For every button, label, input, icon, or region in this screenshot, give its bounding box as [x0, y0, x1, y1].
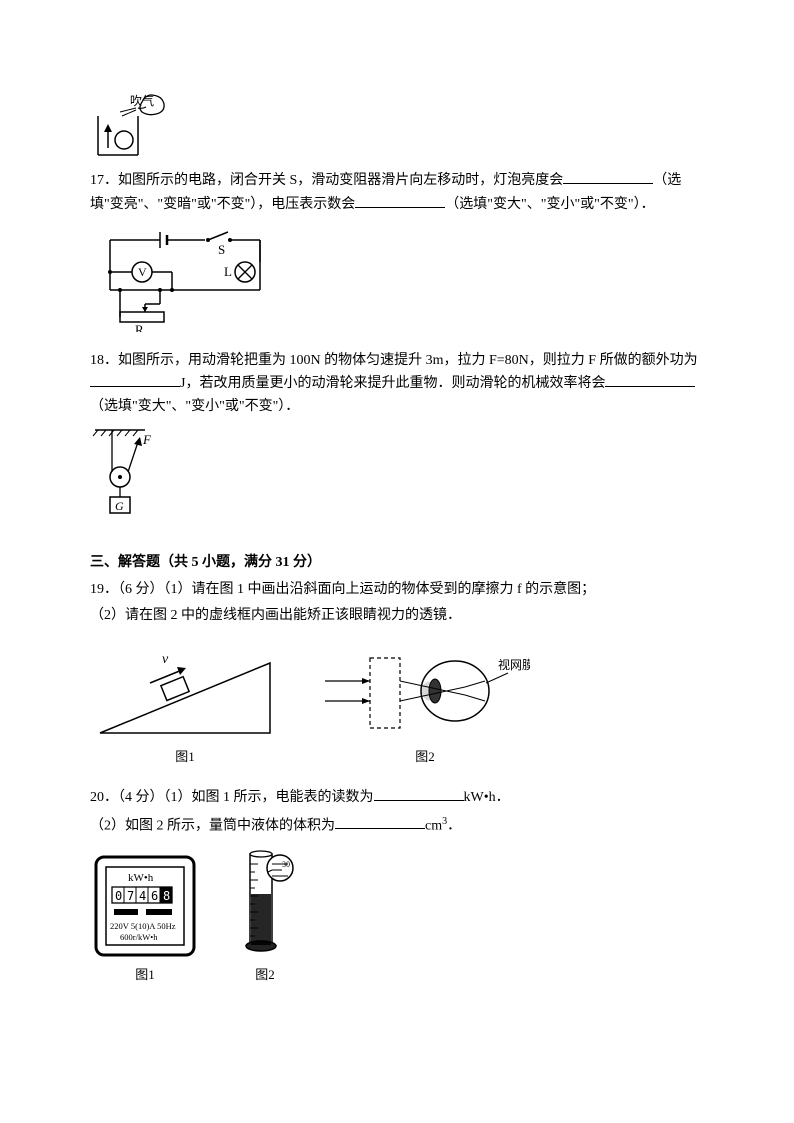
- q20-line2-c: ．: [447, 818, 461, 833]
- q20-line2: （2）如图 2 所示，量筒中液体的体积为cm3．: [90, 814, 704, 838]
- q20-fig1-label: 图1: [90, 965, 200, 986]
- q17-part-c: （选填"变大"、"变小"或"不变"）．: [445, 197, 654, 212]
- q20-line1-b: kW•h．: [464, 790, 510, 805]
- q19-figures: v 图1: [90, 633, 704, 768]
- q20-blank1[interactable]: [374, 786, 464, 801]
- q17-text: 17．如图所示的电路，闭合开关 S，滑动变阻器滑片向左移动时，灯泡亮度会 （选填"…: [90, 169, 704, 216]
- blow-label: 吹气: [130, 92, 160, 111]
- switch-label: S: [218, 242, 225, 257]
- q19-fig2-label: 图2: [320, 747, 530, 768]
- page: 吹气 17．如图所示的电路，闭合开关 S，滑动变阻器滑片向左移动时，灯泡亮度会 （…: [0, 0, 794, 1123]
- q19-fig1-label: 图1: [90, 747, 280, 768]
- q17-blank1[interactable]: [563, 169, 653, 184]
- q17-part-a: 17．如图所示的电路，闭合开关 S，滑动变阻器滑片向左移动时，灯泡亮度会: [90, 173, 563, 188]
- q18-part-c: （选填"变大"、"变小"或"不变"）．: [90, 399, 299, 414]
- q20-blank2[interactable]: [335, 814, 425, 829]
- cylinder-mark: 30: [282, 860, 290, 869]
- q20-line1: 20．（4 分）（1）如图 1 所示，电能表的读数为 kW•h．: [90, 786, 704, 809]
- meter-d0: 0: [115, 889, 122, 903]
- q19-fig2-block: 视网膜 图2: [320, 643, 530, 768]
- q20-line2-a: （2）如图 2 所示，量筒中液体的体积为: [90, 818, 335, 833]
- q17-blank2[interactable]: [355, 193, 445, 208]
- meter-d2: 4: [139, 889, 146, 903]
- cylinder-diagram: 30: [230, 846, 300, 961]
- q19-fig1-block: v 图1: [90, 633, 280, 768]
- q19-line1: 19．（6 分）（1）请在图 1 中画出沿斜面向上运动的物体受到的摩擦力 f 的…: [90, 579, 704, 601]
- meter-spec2: 600r/kW•h: [120, 932, 158, 942]
- q18-part-b: J，若改用质量更小的动滑轮来提升此重物．则动滑轮的机械效率将会: [180, 376, 605, 391]
- pulley-diagram: F G: [90, 422, 170, 522]
- q20-figures: kW•h 0 7 4 6 8 220V 5(10)A 50Hz 600r/kW•…: [90, 846, 704, 986]
- q18-part-a: 18．如图所示，用动滑轮把重为 100N 的物体匀速提升 3m，拉力 F=80N…: [90, 353, 698, 368]
- q20-line1-a: 20．（4 分）（1）如图 1 所示，电能表的读数为: [90, 790, 374, 805]
- q18-blank1[interactable]: [90, 372, 180, 387]
- incline-diagram: v: [90, 633, 280, 743]
- meter-d1: 7: [127, 889, 134, 903]
- energy-meter-diagram: kW•h 0 7 4 6 8 220V 5(10)A 50Hz 600r/kW•…: [90, 851, 200, 961]
- rheostat-label: R: [135, 322, 144, 332]
- eye-diagram: 视网膜: [320, 643, 530, 743]
- q20-fig1-block: kW•h 0 7 4 6 8 220V 5(10)A 50Hz 600r/kW•…: [90, 851, 200, 986]
- circuit-diagram: S L V: [90, 222, 280, 332]
- q16-figure: 吹气: [90, 90, 704, 179]
- q18-figure: F G: [90, 422, 704, 522]
- weight-g-label: G: [115, 499, 124, 513]
- meter-spec1: 220V 5(10)A 50Hz: [110, 921, 176, 931]
- q18-blank2[interactable]: [605, 372, 695, 387]
- q20-fig2-block: 30 图2: [230, 846, 300, 986]
- q20-line2-b: cm: [425, 818, 442, 833]
- meter-unit: kW•h: [128, 872, 154, 884]
- meter-d4: 8: [163, 889, 170, 903]
- lamp-label: L: [224, 264, 232, 279]
- q18-text: 18．如图所示，用动滑轮把重为 100N 的物体匀速提升 3m，拉力 F=80N…: [90, 350, 704, 418]
- q17-circuit: S L V: [90, 222, 704, 332]
- q20-fig2-label: 图2: [230, 965, 300, 986]
- meter-d3: 6: [151, 889, 158, 903]
- voltmeter-label: V: [138, 265, 147, 279]
- q19-line2: （2）请在图 2 中的虚线框内画出能矫正该眼睛视力的透镜．: [90, 605, 704, 627]
- force-f-label: F: [142, 432, 152, 447]
- retina-label: 视网膜: [498, 657, 530, 672]
- section3-title: 三、解答题（共 5 小题，满分 31 分）: [90, 552, 704, 574]
- velocity-label: v: [162, 652, 169, 667]
